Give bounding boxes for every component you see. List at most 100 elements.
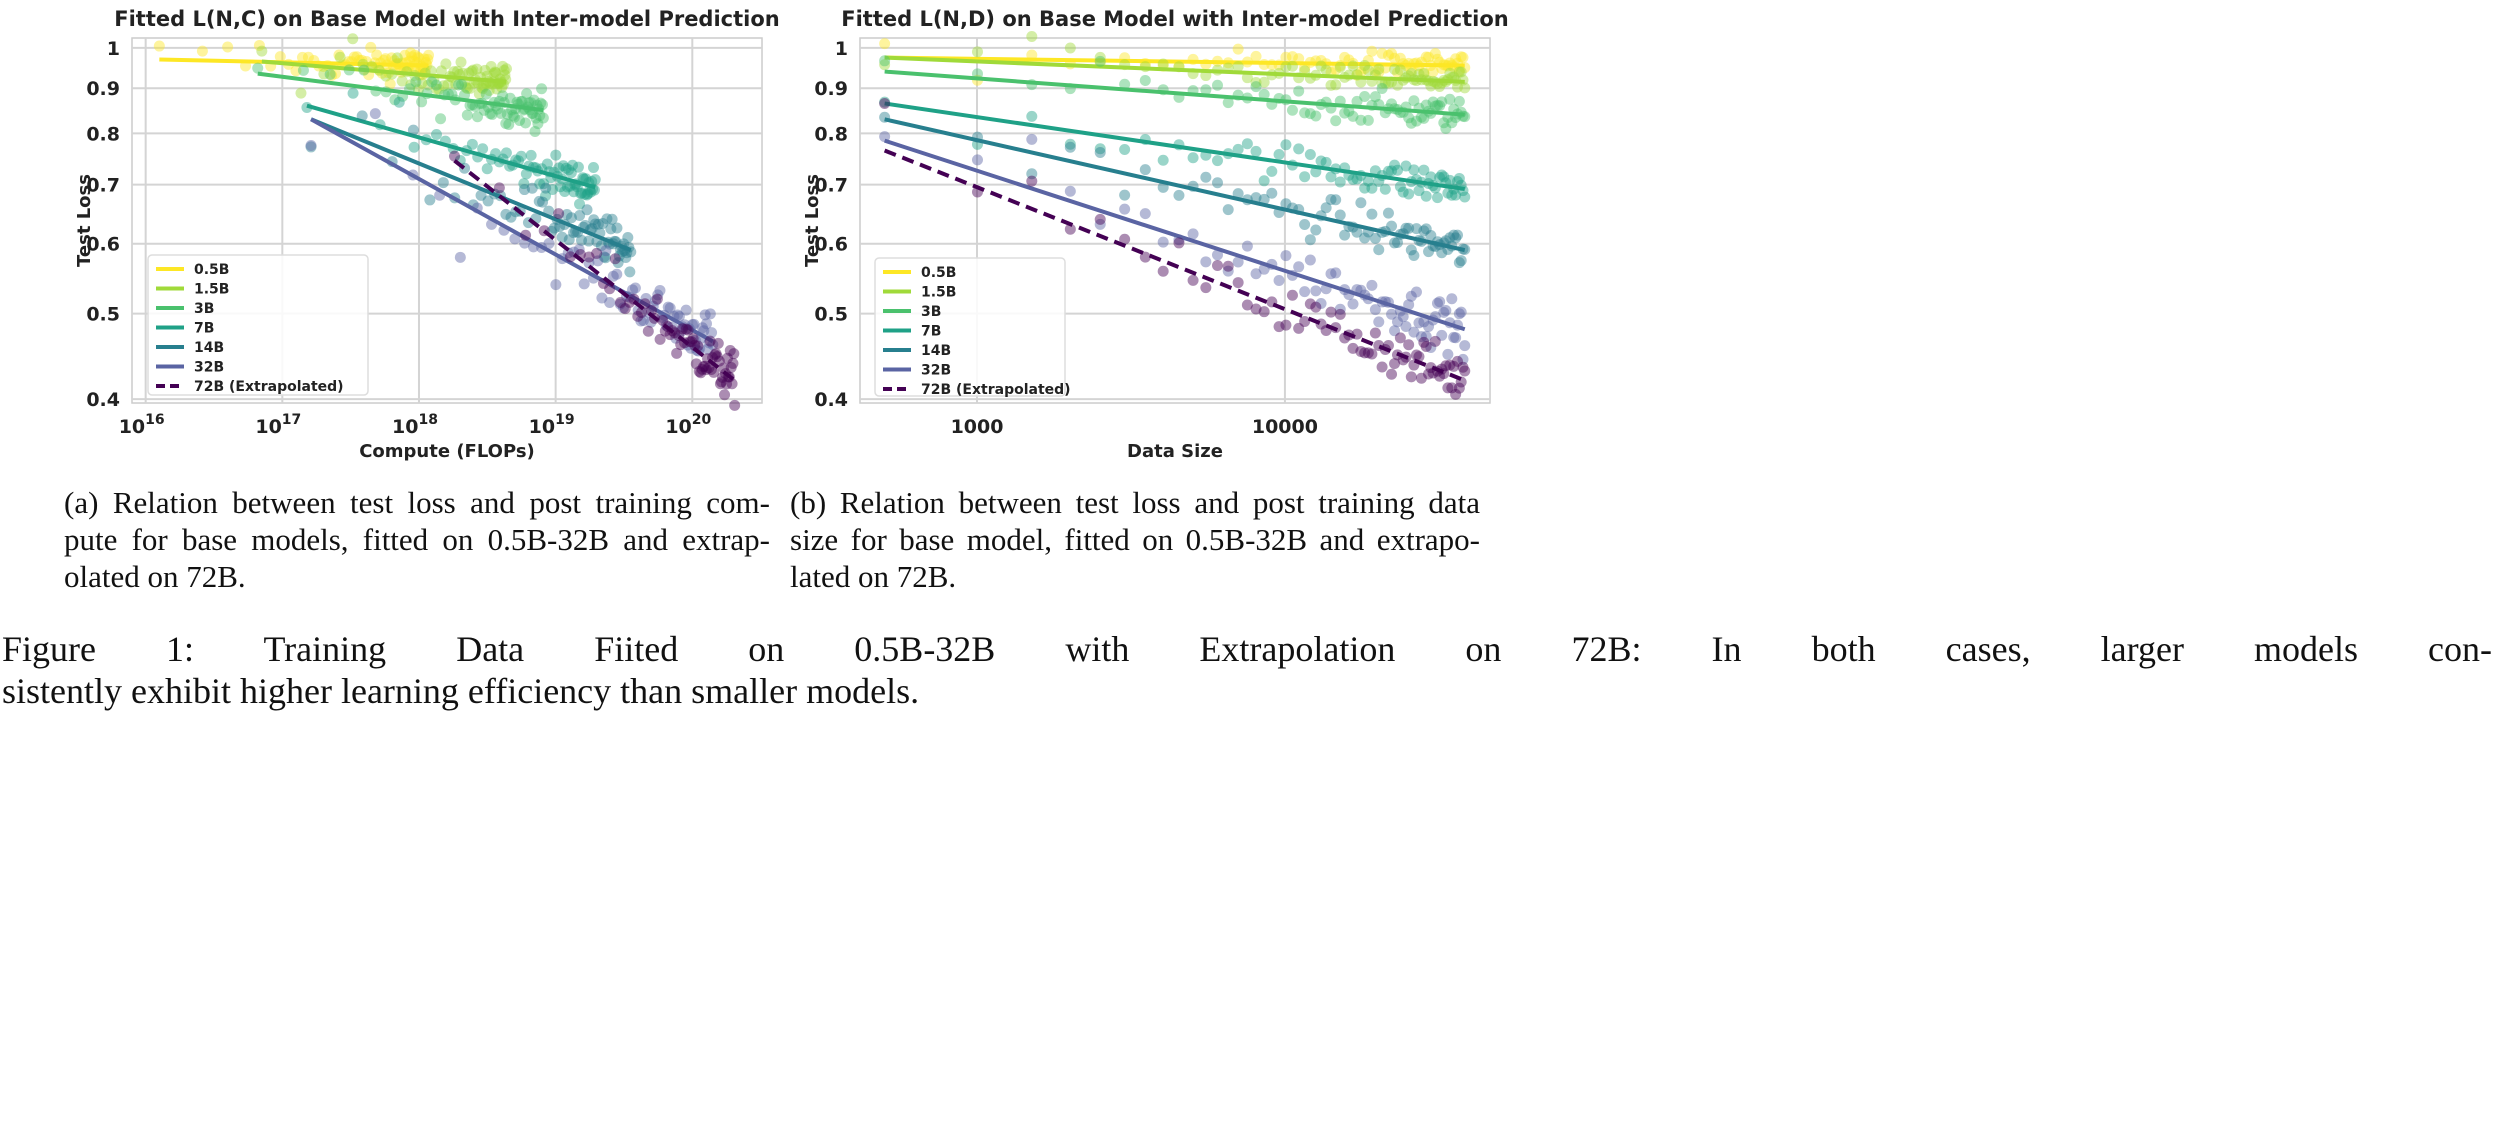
data-point — [1286, 289, 1298, 301]
caption-line: Figure 1: Training Data Fiited on 0.5B-3… — [2, 629, 2492, 669]
data-point — [1444, 359, 1456, 371]
data-point — [879, 97, 891, 109]
data-point — [1280, 198, 1292, 210]
data-point — [302, 51, 314, 63]
data-point — [351, 51, 363, 63]
y-tick-label: 1 — [835, 38, 848, 60]
data-point — [295, 87, 307, 99]
data-point — [450, 78, 462, 90]
data-point — [500, 118, 512, 130]
data-point — [699, 309, 711, 321]
data-point — [521, 88, 533, 100]
data-point — [1403, 339, 1415, 351]
data-point — [253, 39, 265, 51]
data-point — [1418, 68, 1430, 80]
data-point — [1258, 306, 1270, 318]
data-point — [879, 55, 891, 67]
data-point — [632, 310, 644, 322]
data-point — [711, 351, 723, 363]
data-point — [1157, 58, 1169, 70]
data-point — [680, 304, 692, 316]
y-axis-label: Test Loss — [74, 174, 95, 267]
data-point — [1431, 297, 1443, 309]
data-point — [1410, 286, 1422, 298]
data-point — [1094, 143, 1106, 155]
data-point — [645, 304, 657, 316]
data-point — [490, 67, 502, 79]
data-point — [525, 149, 537, 161]
data-point — [1211, 249, 1223, 261]
data-point — [453, 79, 465, 91]
data-point — [1232, 277, 1244, 289]
data-point — [456, 79, 468, 91]
data-point — [478, 80, 490, 92]
data-point — [1330, 64, 1342, 76]
data-point — [430, 79, 442, 91]
series-72B — [449, 150, 741, 411]
data-point — [1436, 247, 1448, 259]
data-point — [540, 182, 552, 194]
data-point — [1373, 66, 1385, 78]
data-point — [479, 64, 491, 76]
fit-line — [310, 117, 714, 344]
series-72B — [879, 97, 1471, 400]
data-point — [565, 167, 577, 179]
data-point — [1420, 331, 1432, 343]
data-point — [573, 243, 585, 255]
data-point — [1200, 282, 1212, 294]
data-point — [547, 184, 559, 196]
data-point — [520, 117, 532, 129]
data-point — [719, 389, 731, 401]
data-point — [1139, 208, 1151, 220]
data-point — [1408, 326, 1420, 338]
data-point — [1440, 360, 1452, 372]
data-point — [609, 253, 621, 265]
fit-line — [884, 138, 1466, 332]
data-point — [1444, 232, 1456, 244]
data-point — [1094, 55, 1106, 67]
data-point — [687, 333, 699, 345]
data-point — [1459, 82, 1471, 94]
data-point — [685, 342, 697, 354]
data-point — [1455, 51, 1467, 63]
data-point — [418, 53, 430, 65]
data-point — [611, 268, 623, 280]
data-point — [405, 79, 417, 91]
data-point — [356, 110, 368, 122]
data-point — [690, 358, 702, 370]
data-point — [537, 196, 549, 208]
x-tick-exponent: 20 — [692, 412, 712, 428]
data-point — [1373, 244, 1385, 256]
x-tick-label: 1020 — [665, 412, 711, 438]
fit-line — [306, 103, 596, 190]
data-point — [497, 60, 509, 72]
data-point — [459, 89, 471, 101]
data-point — [1258, 76, 1270, 88]
data-point — [416, 96, 428, 108]
data-point — [1386, 165, 1398, 177]
data-point — [1436, 169, 1448, 181]
data-point — [564, 180, 576, 192]
data-point — [1423, 320, 1435, 332]
data-point — [1389, 63, 1401, 75]
data-point — [416, 77, 428, 89]
data-point — [386, 52, 398, 64]
data-point — [1386, 220, 1398, 232]
data-point — [528, 94, 540, 106]
data-point — [600, 245, 612, 257]
data-point — [1382, 49, 1394, 61]
x-tick-exponent: 19 — [555, 412, 574, 428]
data-point — [1347, 60, 1359, 72]
data-point — [574, 198, 586, 210]
legend-label: 32B — [921, 363, 951, 379]
data-point — [1403, 188, 1415, 200]
data-point — [583, 235, 595, 247]
data-point — [637, 315, 649, 327]
data-point — [1293, 261, 1305, 273]
y-tick-label: 0.9 — [86, 78, 120, 100]
data-point — [728, 348, 740, 360]
data-point — [1457, 361, 1469, 373]
data-point — [617, 302, 629, 314]
data-point — [1425, 341, 1437, 353]
data-point — [466, 138, 478, 150]
